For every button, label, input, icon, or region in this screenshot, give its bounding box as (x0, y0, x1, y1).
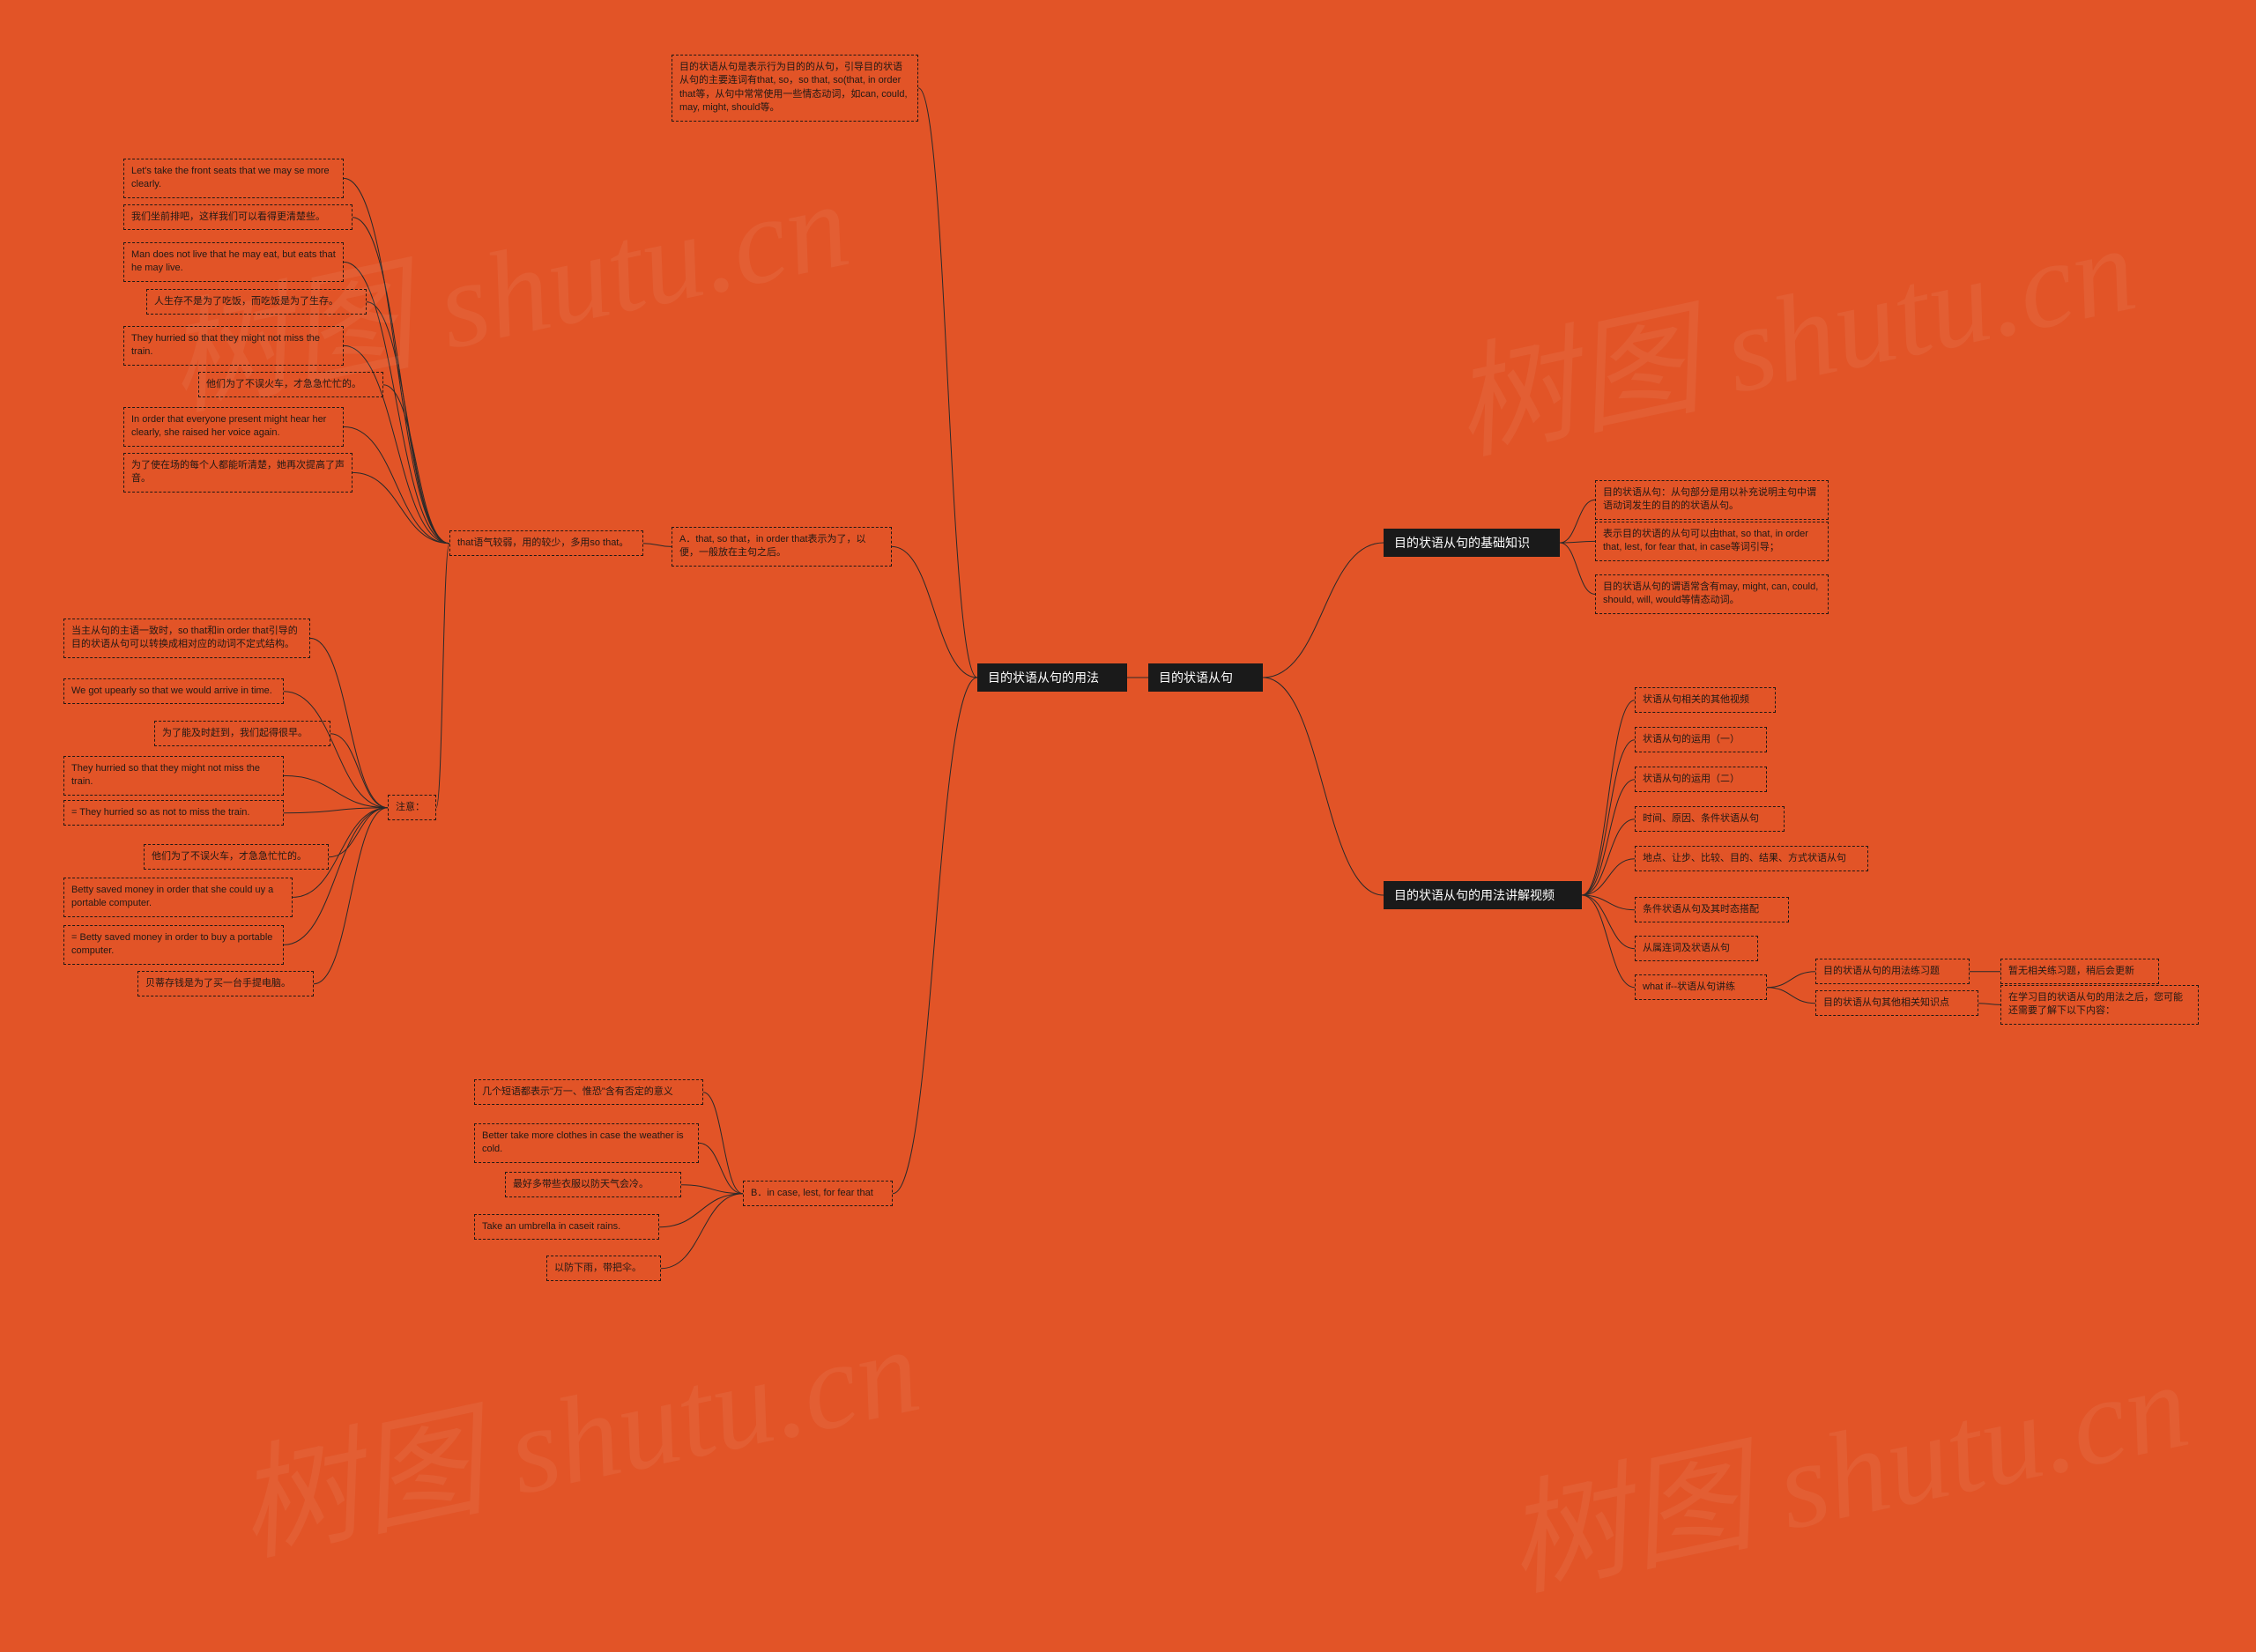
node-label: They hurried so that they might not miss… (71, 763, 260, 787)
node-label: 地点、让步、比较、目的、结果、方式状语从句 (1643, 853, 1846, 863)
node-v2: 状语从句的运用（一） (1635, 727, 1767, 752)
node-label: = They hurried so as not to miss the tra… (71, 807, 249, 818)
node-uB4: Take an umbrella in caseit rains. (474, 1214, 659, 1240)
node-label: 目的状语从句的谓语常含有may, might, can, could, shou… (1603, 582, 1818, 605)
node-label: 贝蒂存钱是为了买一台手提电脑。 (145, 978, 291, 989)
node-v1: 状语从句相关的其他视频 (1635, 687, 1776, 713)
node-label: 注意： (396, 802, 425, 812)
node-uB: B．in case, lest, for fear that (743, 1181, 893, 1206)
node-label: 条件状语从句及其时态搭配 (1643, 904, 1759, 915)
node-label: 目的状语从句是表示行为目的的从句，引导目的状语从句的主要连词有that, so，… (679, 62, 908, 113)
node-label: Betty saved money in order that she coul… (71, 885, 273, 908)
node-label: = Betty saved money in order to buy a po… (71, 932, 272, 956)
node-v7: 从属连词及状语从句 (1635, 936, 1758, 961)
node-v5: 地点、让步、比较、目的、结果、方式状语从句 (1635, 846, 1868, 871)
node-label: 人生存不是为了吃饭，而吃饭是为了生存。 (154, 296, 338, 307)
node-b2: 表示目的状语的从句可以由that, so that, in order that… (1595, 522, 1829, 561)
node-label: 以防下雨，带把伞。 (554, 1263, 642, 1273)
node-label: We got upearly so that we would arrive i… (71, 685, 272, 696)
node-label: what if--状语从句讲练 (1643, 982, 1735, 992)
node-uA3: Man does not live that he may eat, but e… (123, 242, 344, 282)
node-v8b1: 在学习目的状语从句的用法之后，您可能还需要了解下以下内容： (2000, 985, 2199, 1025)
node-uB2: Better take more clothes in case the wea… (474, 1123, 699, 1163)
node-label: 目的状语从句的用法练习题 (1823, 966, 1940, 976)
node-label: They hurried so that they might not miss… (131, 333, 320, 357)
node-label: A．that, so that，in order that表示为了，以便，一般放… (679, 534, 866, 558)
node-label: 我们坐前排吧，这样我们可以看得更清楚些。 (131, 211, 325, 222)
node-n1: 当主从句的主语一致时，so that和in order that引导的目的状语从… (63, 619, 310, 658)
node-label: 他们为了不误火车，才急急忙忙的。 (206, 379, 361, 389)
node-n5: = They hurried so as not to miss the tra… (63, 800, 284, 826)
node-note_hdr: 注意： (388, 795, 436, 820)
node-label: 状语从句的运用（一） (1643, 734, 1740, 745)
node-label: that语气较弱，用的较少，多用so that。 (457, 537, 628, 548)
node-basics: 目的状语从句的基础知识 (1384, 529, 1560, 557)
node-v3: 状语从句的运用（二） (1635, 767, 1767, 792)
node-uA8: 为了使在场的每个人都能听清楚，她再次提高了声音。 (123, 453, 352, 493)
node-label: 目的状语从句其他相关知识点 (1823, 997, 1949, 1008)
node-n8: = Betty saved money in order to buy a po… (63, 925, 284, 965)
node-label: 几个短语都表示"万一、惟恐"含有否定的意义 (482, 1086, 673, 1097)
node-label: 状语从句相关的其他视频 (1643, 694, 1749, 705)
node-uB1: 几个短语都表示"万一、惟恐"含有否定的意义 (474, 1079, 703, 1105)
node-label: 目的状语从句 (1159, 670, 1233, 685)
node-uB5: 以防下雨，带把伞。 (546, 1256, 661, 1281)
node-uA: A．that, so that，in order that表示为了，以便，一般放… (672, 527, 892, 567)
node-label: Let's take the front seats that we may s… (131, 166, 330, 189)
node-label: Take an umbrella in caseit rains. (482, 1221, 620, 1232)
node-uA7: In order that everyone present might hea… (123, 407, 344, 447)
node-uA2: 我们坐前排吧，这样我们可以看得更清楚些。 (123, 204, 352, 230)
node-n3: 为了能及时赶到，我们起得很早。 (154, 721, 330, 746)
node-label: 为了使在场的每个人都能听清楚，她再次提高了声音。 (131, 460, 345, 484)
node-label: 目的状语从句的用法 (988, 670, 1099, 685)
node-label: 在学习目的状语从句的用法之后，您可能还需要了解下以下内容： (2008, 992, 2183, 1016)
node-v8a1: 暂无相关练习题，稍后会更新 (2000, 959, 2159, 984)
node-label: 目的状语从句的用法讲解视频 (1394, 888, 1555, 902)
node-uA5: They hurried so that they might not miss… (123, 326, 344, 366)
node-n7: Betty saved money in order that she coul… (63, 878, 293, 917)
node-n6: 他们为了不误火车，才急急忙忙的。 (144, 844, 329, 870)
node-uB3: 最好多带些衣服以防天气会冷。 (505, 1172, 681, 1197)
node-label: Man does not live that he may eat, but e… (131, 249, 336, 273)
node-usage: 目的状语从句的用法 (977, 663, 1127, 692)
node-u_top: 目的状语从句是表示行为目的的从句，引导目的状语从句的主要连词有that, so，… (672, 55, 918, 122)
node-label: 状语从句的运用（二） (1643, 774, 1740, 784)
node-b3: 目的状语从句的谓语常含有may, might, can, could, shou… (1595, 574, 1829, 614)
node-root: 目的状语从句 (1148, 663, 1263, 692)
node-label: 表示目的状语的从句可以由that, so that, in order that… (1603, 529, 1808, 552)
node-uA1: Let's take the front seats that we may s… (123, 159, 344, 198)
node-uA_note: that语气较弱，用的较少，多用so that。 (449, 530, 643, 556)
node-label: 当主从句的主语一致时，so that和in order that引导的目的状语从… (71, 626, 298, 649)
node-label: 为了能及时赶到，我们起得很早。 (162, 728, 308, 738)
node-label: 暂无相关练习题，稍后会更新 (2008, 966, 2134, 976)
watermark: 树图 shutu.cn (219, 1270, 932, 1588)
node-v6: 条件状语从句及其时态搭配 (1635, 897, 1789, 922)
node-v4: 时间、原因、条件状语从句 (1635, 806, 1785, 832)
node-label: 他们为了不误火车，才急急忙忙的。 (152, 851, 307, 862)
node-n9: 贝蒂存钱是为了买一台手提电脑。 (137, 971, 314, 996)
node-v8b: 目的状语从句其他相关知识点 (1815, 990, 1978, 1016)
node-n2: We got upearly so that we would arrive i… (63, 678, 284, 704)
watermark: 树图 shutu.cn (1435, 168, 2148, 486)
watermark: 树图 shutu.cn (1488, 1305, 2201, 1623)
node-label: 最好多带些衣服以防天气会冷。 (513, 1179, 649, 1189)
node-label: 目的状语从句：从句部分是用以补充说明主句中谓语动词发生的目的的状语从句。 (1603, 487, 1816, 511)
node-v8a: 目的状语从句的用法练习题 (1815, 959, 1970, 984)
node-label: In order that everyone present might hea… (131, 414, 326, 438)
node-v8: what if--状语从句讲练 (1635, 974, 1767, 1000)
node-uA4: 人生存不是为了吃饭，而吃饭是为了生存。 (146, 289, 367, 315)
node-label: B．in case, lest, for fear that (751, 1188, 873, 1198)
node-label: 目的状语从句的基础知识 (1394, 536, 1530, 550)
node-label: Better take more clothes in case the wea… (482, 1130, 684, 1154)
node-uA6: 他们为了不误火车，才急急忙忙的。 (198, 372, 383, 397)
node-label: 从属连词及状语从句 (1643, 943, 1730, 953)
node-n4: They hurried so that they might not miss… (63, 756, 284, 796)
node-b1: 目的状语从句：从句部分是用以补充说明主句中谓语动词发生的目的的状语从句。 (1595, 480, 1829, 520)
node-video: 目的状语从句的用法讲解视频 (1384, 881, 1582, 909)
node-label: 时间、原因、条件状语从句 (1643, 813, 1759, 824)
